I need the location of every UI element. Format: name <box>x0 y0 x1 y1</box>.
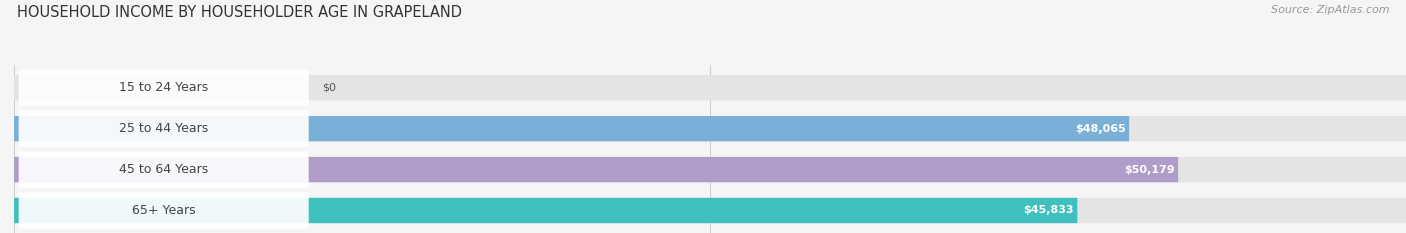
FancyBboxPatch shape <box>14 75 1406 100</box>
FancyBboxPatch shape <box>14 116 1129 141</box>
FancyBboxPatch shape <box>18 151 309 188</box>
FancyBboxPatch shape <box>14 116 1406 141</box>
FancyBboxPatch shape <box>18 192 309 229</box>
FancyBboxPatch shape <box>18 69 309 106</box>
FancyBboxPatch shape <box>14 157 1406 182</box>
Text: $0: $0 <box>322 83 336 93</box>
Text: Source: ZipAtlas.com: Source: ZipAtlas.com <box>1271 5 1389 15</box>
FancyBboxPatch shape <box>14 157 1178 182</box>
FancyBboxPatch shape <box>14 198 1406 223</box>
Text: $50,179: $50,179 <box>1123 164 1174 175</box>
Text: HOUSEHOLD INCOME BY HOUSEHOLDER AGE IN GRAPELAND: HOUSEHOLD INCOME BY HOUSEHOLDER AGE IN G… <box>17 5 463 20</box>
Text: $45,833: $45,833 <box>1024 206 1074 216</box>
Text: 65+ Years: 65+ Years <box>132 204 195 217</box>
Text: 25 to 44 Years: 25 to 44 Years <box>120 122 208 135</box>
Text: 15 to 24 Years: 15 to 24 Years <box>120 81 208 94</box>
Text: $48,065: $48,065 <box>1076 124 1126 134</box>
Text: 45 to 64 Years: 45 to 64 Years <box>120 163 208 176</box>
FancyBboxPatch shape <box>18 110 309 147</box>
FancyBboxPatch shape <box>14 198 1077 223</box>
